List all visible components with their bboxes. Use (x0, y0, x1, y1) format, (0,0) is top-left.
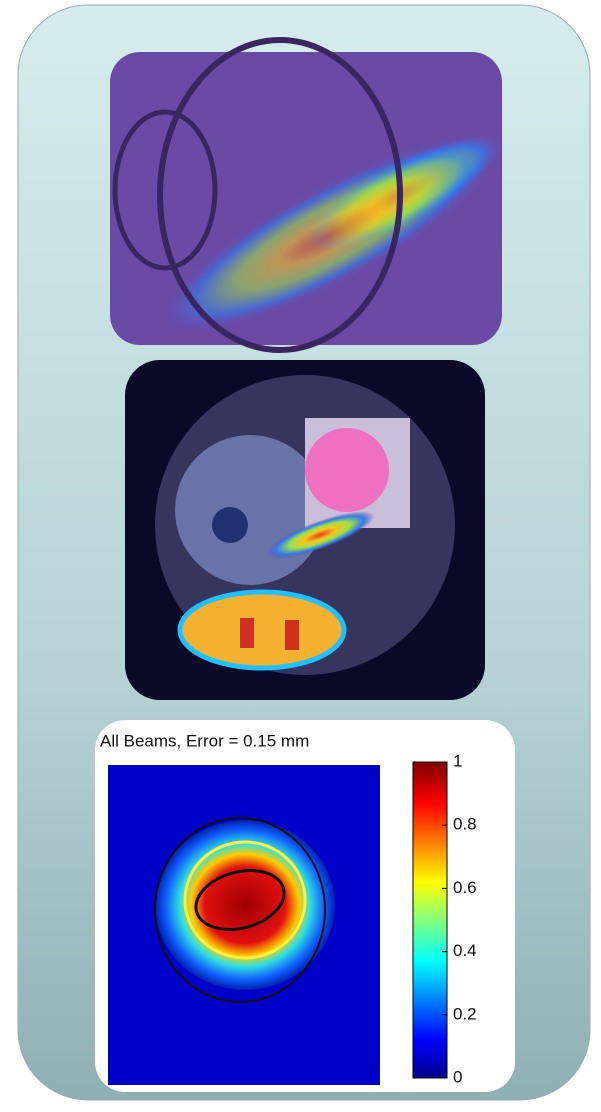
plot-title: All Beams, Error = 0.15 mm (100, 731, 309, 750)
colorbar-tick-label: 1 (453, 751, 462, 770)
dose-map (108, 765, 380, 1085)
canvas: All Beams, Error = 0.15 mm 0 0.2 0.4 0.6 0.8… (0, 0, 601, 1107)
3d-eye-render (125, 360, 485, 700)
colorbar-tick-label: 0 (453, 1067, 462, 1086)
colorbar (413, 762, 447, 1078)
colorbar-tick-label: 0.2 (453, 1004, 477, 1023)
eye-beam-image (110, 40, 520, 367)
colorbar-tick-label: 0.4 (453, 941, 477, 960)
page: All Beams, Error = 0.15 mm 0 0.2 0.4 0.6 0.8… (0, 0, 601, 1107)
colorbar-tick-label: 0.6 (453, 878, 477, 897)
colorbar-tick-label: 0.8 (453, 815, 477, 834)
